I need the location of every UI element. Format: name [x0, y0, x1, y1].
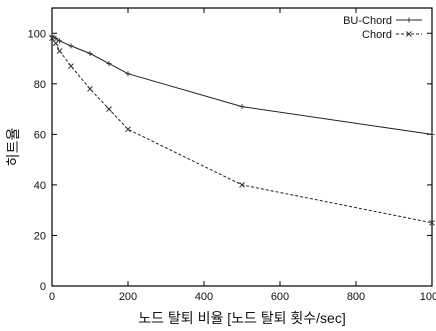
- y-tick-label: 100: [28, 28, 46, 40]
- data-point-chord-stroke: [56, 48, 63, 54]
- data-point-bu-chord: [53, 35, 59, 41]
- data-point-chord: [106, 106, 112, 112]
- data-point-chord-stroke: [106, 106, 112, 112]
- data-point-chord: [49, 35, 55, 42]
- x-tick-label: 600: [271, 291, 289, 303]
- data-point-chord: [239, 182, 245, 188]
- data-point-chord: [87, 86, 93, 92]
- x-tick-label: 800: [347, 291, 365, 303]
- data-point-chord-stroke: [87, 86, 93, 92]
- y-axis-ticks: 0 20 40 60 80 100: [28, 28, 432, 293]
- data-point-bu-chord: [239, 104, 245, 110]
- legend-label: Chord: [362, 29, 392, 41]
- data-point-bu-chord: [125, 71, 131, 77]
- data-point-bu-chord: [429, 131, 435, 137]
- data-point-bu-chord: [68, 43, 74, 49]
- y-axis-label: 히트율: [5, 128, 21, 167]
- y-tick-label: 40: [34, 180, 46, 192]
- legend-label: BU-Chord: [343, 15, 392, 27]
- legend-swatch-marker: [406, 17, 412, 23]
- data-point-chord: [52, 40, 59, 47]
- y-tick-label: 60: [34, 129, 46, 141]
- data-point-chord-stroke: [125, 126, 131, 133]
- data-point-chord: [429, 219, 435, 226]
- x-tick-label: 200: [119, 291, 137, 303]
- series-layer: [49, 33, 435, 226]
- x-tick-label: 400: [195, 291, 213, 303]
- series-line-bu-chord: [51, 35, 433, 135]
- data-point-chord: [68, 63, 74, 69]
- legend: BU-Chord Chord: [343, 15, 422, 41]
- y-tick-label: 20: [34, 230, 46, 242]
- data-point-bu-chord: [49, 33, 55, 39]
- data-point-chord-stroke: [49, 35, 55, 42]
- legend-swatch-marker: [406, 31, 412, 37]
- data-point-chord-stroke: [239, 182, 245, 188]
- x-tick-label: 0: [49, 291, 55, 303]
- y-tick-label: 0: [40, 281, 46, 293]
- x-axis-label: 노드 탈퇴 비율 [노드 탈퇴 횟수/sec]: [138, 310, 345, 326]
- data-point-chord-stroke: [429, 219, 435, 226]
- y-tick-label: 80: [34, 79, 46, 91]
- data-point-chord-stroke: [68, 63, 74, 69]
- plot-area: [51, 7, 433, 287]
- data-point-chord: [125, 126, 131, 133]
- legend-swatch-marker-stroke: [406, 31, 412, 37]
- data-point-bu-chord: [87, 50, 93, 56]
- data-point-chord-stroke: [52, 40, 59, 47]
- data-point-chord: [56, 48, 63, 54]
- data-point-bu-chord: [106, 61, 112, 67]
